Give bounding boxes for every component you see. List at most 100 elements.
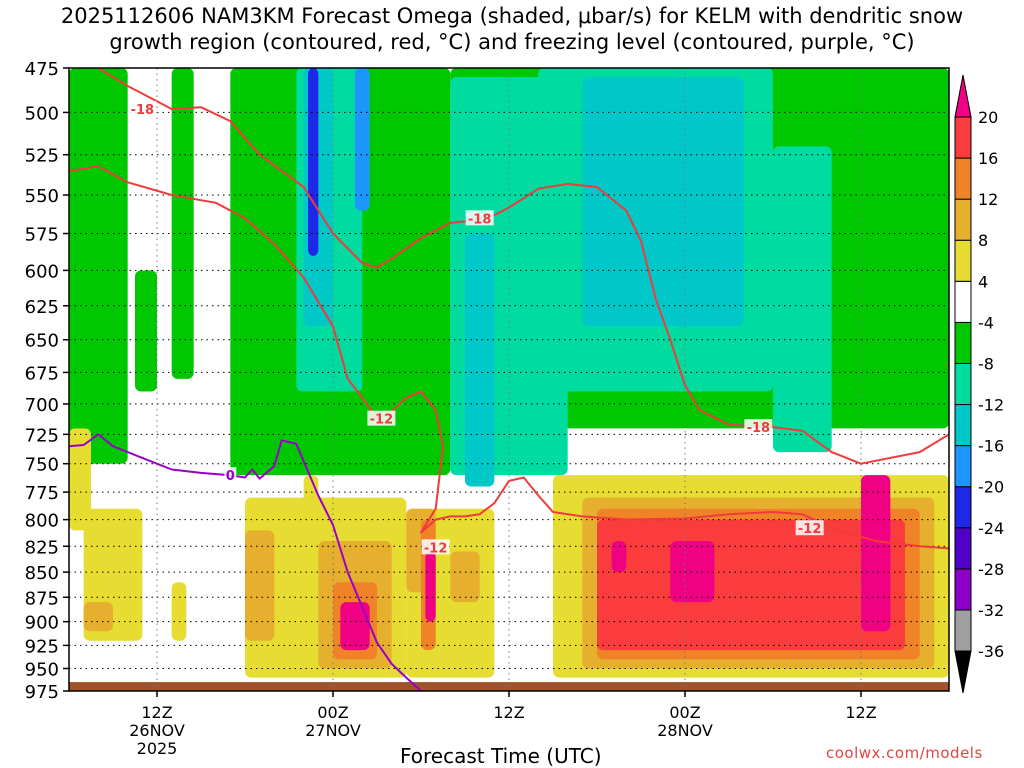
y-tick-label: 650 [25, 331, 59, 352]
colorbar: -36 -32 -28 -24 -20 -16 -12 -8 -4 4 8 12 16 20 [954, 74, 1004, 694]
contour-label: -12 [370, 413, 394, 428]
x-tick-date: 26NOV [129, 721, 185, 740]
y-tick-label: 825 [25, 537, 59, 558]
colorbar-box [954, 445, 972, 488]
contour-label: -18 [747, 421, 771, 436]
y-tick-label: 875 [25, 588, 59, 609]
y-tick-label: 500 [25, 103, 59, 124]
colorbar-box [954, 321, 972, 364]
colorbar-under-triangle [954, 650, 972, 694]
y-tick-label: 475 [25, 59, 59, 80]
y-tick-label: 800 [25, 511, 59, 532]
y-tick-label: 975 [25, 682, 59, 703]
y-tick-label: 700 [25, 395, 59, 416]
x-tick-label: 12Z [493, 703, 524, 722]
colorbar-box [954, 198, 972, 241]
contour-label-bg [421, 539, 450, 555]
y-tick-label: 775 [25, 483, 59, 504]
colorbar-box [954, 486, 972, 529]
omega-cell [582, 77, 744, 327]
x-axis-label: Forecast Time (UTC) [400, 744, 602, 768]
colorbar-box [954, 568, 972, 611]
gridlines [69, 68, 949, 691]
omega-cell [303, 475, 319, 520]
y-tick-label: 625 [25, 297, 59, 318]
contour-label: -18 [468, 212, 492, 227]
colorbar-label: 20 [978, 108, 998, 127]
colorbar-box [954, 280, 972, 323]
contour-label: 0 [226, 469, 235, 484]
omega-cell [611, 541, 627, 573]
colorbar-label: -20 [978, 478, 1004, 497]
colorbar-label: -32 [978, 601, 1004, 620]
y-tick-label: 900 [25, 613, 59, 634]
y-tick-label: 750 [25, 455, 59, 476]
colorbar-box [954, 362, 972, 406]
y-tick-label: 950 [25, 659, 59, 680]
contour-label-bg [128, 100, 157, 116]
omega-cell [171, 68, 194, 379]
x-tick-label: 00Z [317, 703, 348, 722]
omega-cell [69, 68, 128, 464]
dgz-contour-minus12 [69, 165, 949, 550]
omega-cell [465, 233, 495, 487]
omega-shading [69, 68, 949, 691]
omega-cell [597, 519, 905, 651]
colorbar-over-triangle [954, 74, 972, 118]
y-tick-label: 575 [25, 225, 59, 246]
credit-text: coolwx.com/models [826, 744, 983, 762]
omega-cell [171, 582, 187, 641]
omega-cell [773, 146, 832, 453]
chart-title-line-1: 2025112606 NAM3KM Forecast Omega (shaded… [60, 4, 964, 28]
colorbar-label: 12 [978, 190, 998, 209]
colorbar-box [954, 239, 972, 282]
contour-layer: -18 -18 -18 -12 -12 -12 0 [69, 68, 949, 691]
contour-label: -12 [798, 522, 822, 537]
colorbar-label: -4 [978, 313, 994, 332]
omega-cell [355, 68, 370, 211]
omega-cell [425, 551, 436, 622]
colorbar-label: 4 [978, 272, 988, 291]
colorbar-box [954, 404, 972, 447]
omega-cell [308, 68, 319, 256]
omega-cell [861, 475, 891, 632]
colorbar-box [954, 157, 972, 200]
contour-label: -18 [131, 103, 155, 118]
omega-cell [340, 602, 370, 651]
y-tick-label: 550 [25, 186, 59, 207]
colorbar-label: -8 [978, 354, 994, 373]
omega-cell [670, 541, 715, 603]
y-tick-label: 525 [25, 146, 59, 167]
y-tick-label: 675 [25, 363, 59, 384]
chart-title-line-2: growth region (contoured, red, °C) and f… [109, 30, 915, 54]
contour-label-bg [367, 410, 396, 426]
colorbar-label: 16 [978, 149, 998, 168]
omega-cell [69, 428, 91, 531]
colorbar-label: -28 [978, 560, 1004, 579]
colorbar-label: -36 [978, 642, 1004, 661]
dgz-contour-minus18 [90, 68, 949, 465]
y-tick-label: 725 [25, 425, 59, 446]
x-tick-date: 28NOV [657, 721, 713, 740]
omega-cell [245, 530, 275, 641]
x-tick-year: 2025 [137, 739, 178, 758]
colorbar-box [954, 609, 972, 652]
surface-band [69, 682, 949, 691]
contour-label-bg [795, 520, 824, 536]
contour-label-bg [224, 467, 237, 483]
y-tick-label: 850 [25, 563, 59, 584]
contour-label: -12 [424, 541, 448, 556]
x-tick-date: 27NOV [305, 721, 361, 740]
colorbar-label: -16 [978, 437, 1004, 456]
omega-cell [83, 602, 113, 632]
colorbar-box [954, 527, 972, 570]
x-tick-label: 00Z [669, 703, 700, 722]
omega-cell [135, 270, 157, 392]
pressure-axis: 475 500 525 550 575 600 625 650 675 700 725 750 775 8… [25, 59, 69, 703]
colorbar-label: -24 [978, 519, 1004, 538]
contour-label-bg [744, 419, 773, 435]
colorbar-box [954, 116, 972, 159]
y-tick-label: 925 [25, 636, 59, 657]
